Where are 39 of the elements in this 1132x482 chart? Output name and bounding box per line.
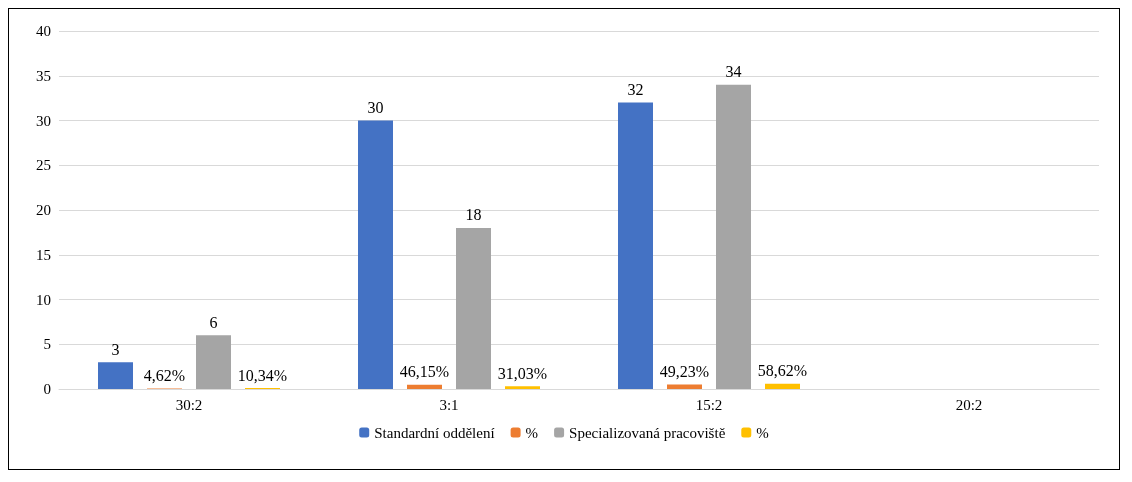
data-label: 49,23% <box>659 363 710 381</box>
bar <box>618 102 653 389</box>
x-tick-label: 3:1 <box>439 396 459 413</box>
bar <box>407 384 442 389</box>
bar <box>196 335 231 389</box>
data-label: 18 <box>465 206 482 224</box>
data-label: 31,03% <box>497 364 548 382</box>
data-label: 10,34% <box>237 366 288 384</box>
x-tick-label: 15:2 <box>695 396 723 413</box>
legend-label: Specializovaná pracoviště <box>569 424 726 441</box>
bar <box>456 227 491 389</box>
x-tick-label: 20:2 <box>955 396 983 413</box>
bar <box>358 120 393 389</box>
y-tick-label: 30 <box>36 112 51 129</box>
bar <box>765 383 800 389</box>
data-label: 32 <box>627 81 644 99</box>
legend-label: % <box>525 424 539 441</box>
bar <box>667 384 702 389</box>
data-label: 30 <box>367 99 384 116</box>
y-tick-label: 10 <box>36 291 51 308</box>
y-tick-label: 5 <box>43 336 51 353</box>
bar <box>716 84 751 389</box>
data-label: 4,62% <box>143 367 186 385</box>
y-tick-label: 0 <box>43 381 51 397</box>
data-label: 6 <box>209 313 218 331</box>
data-label: 46,15% <box>399 363 450 381</box>
x-tick-label: 30:2 <box>175 396 203 413</box>
y-tick-label: 25 <box>36 157 51 174</box>
y-tick-label: 40 <box>36 23 51 39</box>
y-tick-label: 20 <box>36 202 51 218</box>
data-label: 34 <box>725 63 742 81</box>
y-tick-label: 15 <box>36 246 51 263</box>
legend-label: % <box>756 424 769 441</box>
data-label: 3 <box>111 340 120 358</box>
y-tick-label: 35 <box>36 67 51 84</box>
data-label: 58,62% <box>757 362 808 380</box>
bar <box>98 362 133 389</box>
legend-label: Standardní oddělení <box>374 424 495 441</box>
bar <box>505 386 540 389</box>
